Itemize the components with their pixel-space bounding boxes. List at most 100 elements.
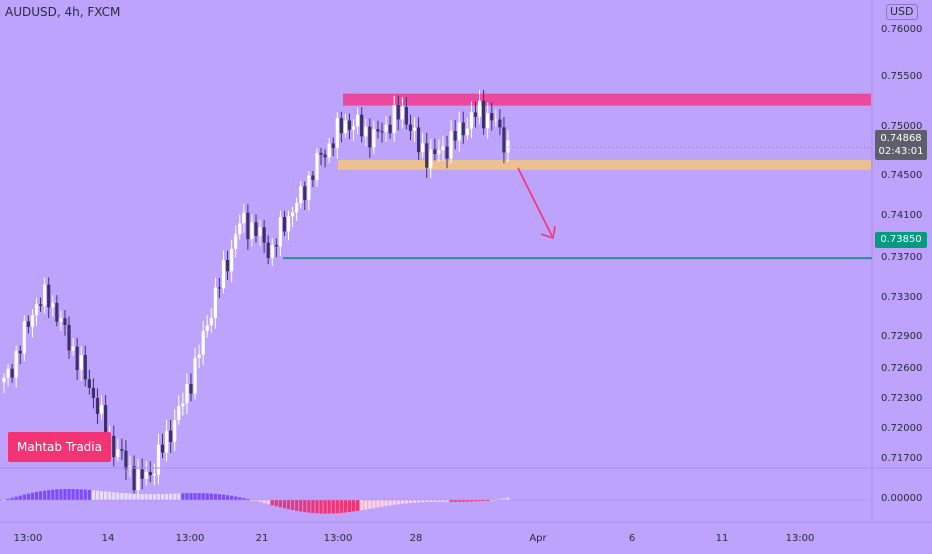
oscillator-bar	[2, 500, 6, 501]
candle-body	[262, 227, 266, 243]
candle-body	[95, 397, 100, 414]
oscillator-bar	[274, 500, 278, 507]
y-tick-label: 0.74500	[881, 170, 922, 181]
candle-body	[486, 113, 490, 129]
candle-body	[91, 387, 96, 398]
oscillator-bar	[47, 490, 51, 500]
oscillator-bar	[217, 494, 222, 500]
candle-body	[449, 131, 453, 159]
oscillator-bar	[87, 489, 91, 500]
oscillator-bar	[266, 500, 270, 505]
candle-body	[18, 350, 22, 354]
oscillator-bar	[169, 493, 173, 500]
candle-body	[34, 304, 39, 316]
oscillator-bar	[376, 500, 380, 508]
candle-body	[380, 131, 384, 133]
oscillator-bar	[177, 493, 181, 500]
candle-body	[323, 154, 327, 158]
oscillator-bar	[498, 498, 502, 500]
candle-body	[189, 383, 193, 394]
candle-body	[445, 146, 449, 159]
oscillator-bar	[213, 493, 217, 500]
oscillator-bar	[335, 500, 339, 514]
oscillator-bar	[404, 500, 408, 504]
oscillator-bar	[319, 500, 323, 514]
candle-body	[234, 234, 238, 249]
candle-body	[104, 405, 108, 439]
oscillator-bar	[392, 500, 396, 505]
oscillator-bar	[128, 493, 132, 500]
oscillator-bar	[197, 493, 201, 500]
candle-body	[351, 126, 356, 130]
oscillator-bar	[148, 494, 152, 500]
oscillator-bar	[421, 500, 425, 503]
x-tick-label: 13:00	[176, 533, 205, 544]
candle-body	[327, 143, 331, 158]
oscillator-bar	[461, 500, 465, 502]
candle-body	[258, 227, 262, 236]
y-tick-label: 0.71700	[881, 453, 922, 464]
oscillator-bar	[469, 500, 474, 502]
x-tick-label: 13:00	[14, 533, 43, 544]
candle-body	[384, 124, 388, 133]
candle-body	[421, 143, 425, 153]
currency-label[interactable]: USD	[886, 4, 918, 20]
oscillator-bar	[347, 500, 352, 513]
candle-body	[38, 304, 43, 306]
candle-body	[299, 186, 303, 204]
oscillator-bar	[486, 500, 490, 501]
candle-body	[331, 143, 335, 149]
oscillator-bar	[6, 498, 10, 500]
oscillator-bar	[71, 489, 75, 500]
oscillator-bar	[502, 498, 506, 500]
oscillator-bar	[234, 496, 238, 500]
candle-body	[112, 435, 116, 458]
candle-body	[498, 119, 502, 128]
oscillator-bar	[132, 493, 136, 500]
oscillator-bar	[181, 493, 185, 500]
oscillator-bar	[356, 500, 360, 511]
symbol-title[interactable]: AUDUSD, 4h, FXCM	[5, 5, 121, 19]
candle-body	[473, 112, 478, 117]
oscillator-bar	[457, 500, 461, 502]
oscillator-bar	[160, 493, 165, 500]
oscillator-bar	[254, 500, 258, 502]
candle-body	[177, 406, 181, 420]
oscillator-bar	[189, 493, 193, 500]
x-tick-label: 13:00	[324, 533, 353, 544]
y-tick-label: 0.75500	[881, 71, 922, 82]
oscillator-bar	[299, 500, 303, 512]
oscillator-bar	[343, 500, 348, 513]
candle-body	[99, 405, 104, 414]
oscillator-bar	[250, 500, 254, 501]
candle-body	[311, 175, 315, 180]
candle-body	[506, 140, 510, 153]
oscillator-bar	[360, 500, 364, 511]
candle-body	[433, 149, 437, 155]
candle-body	[372, 129, 376, 148]
oscillator-bar	[79, 489, 83, 500]
candle-body	[144, 472, 148, 479]
candle-body	[6, 368, 10, 378]
candle-body	[225, 260, 230, 272]
candle-body	[156, 444, 161, 475]
candle-body	[87, 379, 91, 388]
oscillator-bar	[449, 500, 453, 502]
y-tick-label: 0.74100	[881, 210, 922, 221]
oscillator-bar	[380, 500, 384, 507]
candle-body	[388, 124, 392, 134]
candle-body	[347, 120, 352, 130]
oscillator-bar	[278, 500, 282, 508]
candle-body	[246, 212, 250, 240]
candle-body	[465, 128, 469, 136]
x-tick-label: 13:00	[786, 533, 815, 544]
candle-body	[197, 354, 201, 359]
candle-body	[408, 124, 413, 131]
oscillator-bar	[437, 500, 441, 502]
candle-body	[14, 350, 18, 378]
oscillator-bar	[63, 489, 67, 500]
oscillator-bar	[364, 500, 368, 510]
oscillator-bar	[477, 500, 482, 502]
